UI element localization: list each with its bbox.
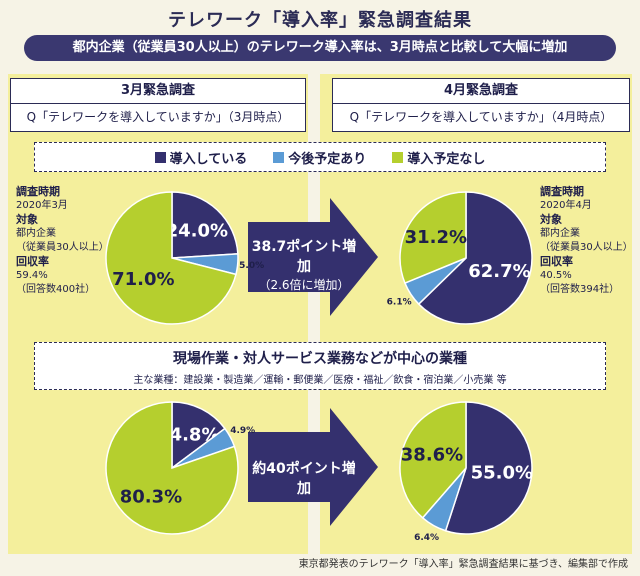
legend-item-none: 導入予定なし xyxy=(392,148,485,167)
march-target-label: 対象 xyxy=(16,213,38,226)
page-title: テレワーク「導入率」緊急調査結果 xyxy=(168,10,472,31)
legend-label-planned: 今後予定あり xyxy=(288,151,367,167)
april-period: 2020年4月 xyxy=(540,200,592,211)
legend: 導入している 今後予定あり 導入予定なし xyxy=(34,142,606,172)
pie-0-slice-2 xyxy=(105,191,237,325)
pie-1-slice-0 xyxy=(417,191,533,325)
pie-3-label-2: 38.6% xyxy=(401,444,463,465)
april-target: 都内企業 xyxy=(540,228,580,239)
pie-2-label-1: 4.9% xyxy=(230,426,255,436)
pie-1-slice-2 xyxy=(399,191,467,285)
footnote: 東京都発表のテレワーク「導入率」緊急調査結果に基づき、編集部で作成 xyxy=(298,559,628,570)
pie-0-label-0: 24.0% xyxy=(166,221,228,242)
april-survey-head: 4月緊急調査 xyxy=(333,79,629,104)
arrow-top-line1: 38.7ポイント増加 xyxy=(251,239,357,275)
april-info: 調査時期 2020年4月 対象 都内企業 （従業員30人以上） 回収率 40.5… xyxy=(540,185,633,297)
legend-swatch-none xyxy=(392,151,404,163)
pie-3-slice-2 xyxy=(399,401,467,519)
march-rate-note: （回答数400社） xyxy=(16,284,96,295)
april-period-label: 調査時期 xyxy=(540,185,584,198)
april-rate-note: （回答数394社） xyxy=(540,284,620,295)
arrow-top-line2: （2.6倍に増加） xyxy=(258,278,350,292)
march-target-note: （従業員30人以上） xyxy=(16,242,109,253)
april-rate: 40.5% xyxy=(540,270,572,281)
march-rate-label: 回収率 xyxy=(16,255,49,268)
april-target-label: 対象 xyxy=(540,213,562,226)
march-survey-question: Q「テレワークを導入していますか」（3月時点） xyxy=(26,110,290,124)
pie-3-slice-0 xyxy=(444,401,533,535)
march-info: 調査時期 2020年3月 対象 都内企業 （従業員30人以上） 回収率 59.4… xyxy=(16,185,109,297)
arrow-top xyxy=(248,198,378,316)
march-survey-box: 3月緊急調査 Q「テレワークを導入していますか」（3月時点） xyxy=(10,78,306,132)
legend-swatch-planned xyxy=(273,151,285,163)
pie-1-label-1: 6.1% xyxy=(387,297,412,307)
legend-label-implemented: 導入している xyxy=(169,151,248,167)
legend-item-planned: 今後予定あり xyxy=(273,148,366,167)
pie-3-label-1: 6.4% xyxy=(414,533,439,543)
pie-2-slice-0 xyxy=(171,401,226,470)
pie-2-slice-2 xyxy=(105,401,239,535)
march-survey-head: 3月緊急調査 xyxy=(11,79,305,104)
april-survey-box: 4月緊急調査 Q「テレワークを導入していますか」（4月時点） xyxy=(332,78,630,132)
march-period: 2020年3月 xyxy=(16,200,68,211)
legend-label-none: 導入予定なし xyxy=(407,151,486,167)
pie-0-label-1: 5.0% xyxy=(239,261,264,271)
april-target-note: （従業員30人以上） xyxy=(540,242,633,253)
pie-0-slice-0 xyxy=(171,191,239,259)
pie-1-label-2: 31.2% xyxy=(405,227,467,248)
pie-1-label-0: 62.7% xyxy=(468,261,530,282)
arrow-top-text: 38.7ポイント増加 （2.6倍に増加） xyxy=(248,236,360,293)
march-rate: 59.4% xyxy=(16,270,48,281)
pie-3-label-0: 55.0% xyxy=(471,463,533,484)
pie-0-label-2: 71.0% xyxy=(112,269,174,290)
subtitle-bar: 都内企業（従業員30人以上）のテレワーク導入率は、3月時点と比較して大幅に増加 xyxy=(24,35,616,61)
pie-2-label-2: 80.3% xyxy=(120,487,182,508)
march-period-label: 調査時期 xyxy=(16,185,60,198)
sector-subtitle: 主な業種：建設業・製造業／運輸・郵便業／医療・福祉／飲食・宿泊業／小売業 等 xyxy=(133,375,507,386)
legend-item-implemented: 導入している xyxy=(154,148,248,167)
legend-swatch-implemented xyxy=(154,151,166,163)
april-survey-question: Q「テレワークを導入していますか」（4月時点） xyxy=(349,110,613,124)
march-target: 都内企業 xyxy=(16,228,56,239)
arrow-bottom-text: 約40ポイント増加 xyxy=(252,461,356,497)
arrow-bottom xyxy=(248,408,378,526)
sector-title: 現場作業・対人サービス業務などが中心の業種 xyxy=(173,351,467,367)
sector-box: 現場作業・対人サービス業務などが中心の業種 主な業種：建設業・製造業／運輸・郵便… xyxy=(34,342,606,390)
april-rate-label: 回収率 xyxy=(540,255,573,268)
